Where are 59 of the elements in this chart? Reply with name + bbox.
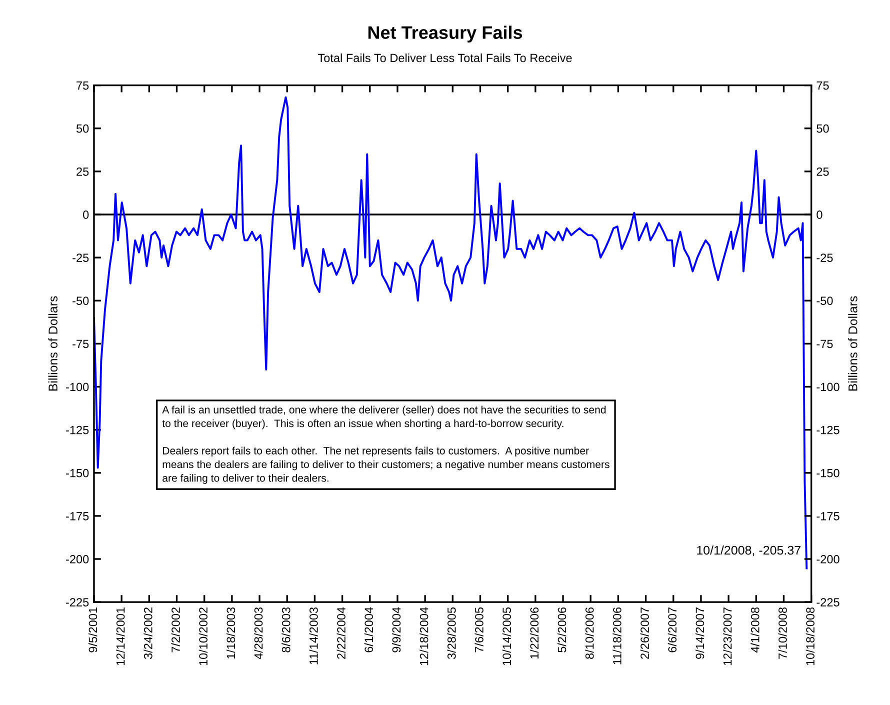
y2-tick-label: -50 <box>816 296 833 306</box>
y-tick-label: -125 <box>66 426 89 434</box>
y-tick-label: -75 <box>72 340 89 348</box>
x-tick-label: 9/5/2001 <box>88 608 98 652</box>
x-tick-label: 4/1/2008 <box>750 607 760 653</box>
chart-title: Net Treasury Fails <box>368 26 522 43</box>
x-tick-label: 4/28/2003 <box>254 607 263 660</box>
y2-tick-label: -175 <box>816 512 840 520</box>
x-tick-label: 8/10/2006 <box>585 607 594 659</box>
x-tick-label: 11/18/2006 <box>612 607 622 664</box>
y-tick-label: -175 <box>66 512 89 520</box>
y2-axis-title: Billions of Dollars <box>848 296 858 391</box>
y2-tick-label: -200 <box>816 555 840 564</box>
x-tick-label: 10/10/2002 <box>198 608 208 666</box>
y-tick-label: -100 <box>66 382 89 392</box>
y-tick-label: 75 <box>76 81 89 90</box>
x-tick-label: 12/14/2001 <box>116 608 125 666</box>
y-tick-label: -225 <box>66 598 89 606</box>
x-tick-label: 7/10/2008 <box>778 607 787 659</box>
y2-tick-label: 75 <box>816 81 829 90</box>
x-tick-label: 2/22/2004 <box>336 607 346 659</box>
y2-tick-label: -25 <box>816 254 833 262</box>
x-tick-label: 8/6/2003 <box>282 607 290 652</box>
y-axis-title: Billions of Dollars <box>48 296 58 391</box>
chart-subtitle: Total Fails To Deliver Less Total Fails To Receive <box>318 53 572 62</box>
y2-tick-label: -75 <box>816 340 833 348</box>
x-tick-label: 7/2/2002 <box>171 608 180 652</box>
y-tick-label: 25 <box>76 167 89 176</box>
x-tick-label: 6/1/2004 <box>364 607 374 652</box>
x-tick-label: 10/18/2008 <box>806 607 814 666</box>
y-tick-label: -50 <box>72 296 89 306</box>
y2-tick-label: -125 <box>816 426 840 434</box>
y-tick-label: -25 <box>72 254 89 262</box>
x-tick-label: 11/14/2003 <box>309 607 318 664</box>
y2-tick-label: 25 <box>816 167 829 176</box>
text: A fail is an unsettled trade, one where the deliverer (seller) does not have the securities to send to the receiver (buyer). This is often an issue when shorting a hard-to-borrow security. Dealers report fails to each other. The net represents fails to customers. A positive number means the dealers are failing to deliver to their customers; a negative number means customers are failing to deliver to their dealers. <box>162 406 610 484</box>
x-tick-label: 12/18/2004 <box>420 607 428 666</box>
x-tick-label: 1/22/2006 <box>530 607 539 659</box>
y2-tick-label: -100 <box>816 382 840 392</box>
y2-tick-label: 50 <box>816 124 829 133</box>
x-tick-label: 2/26/2007 <box>640 608 649 659</box>
x-tick-label: 3/24/2002 <box>144 608 152 659</box>
x-tick-label: 3/28/2005 <box>447 607 456 659</box>
x-tick-label: 9/14/2007 <box>695 608 704 659</box>
x-tick-label: 9/9/2004 <box>392 607 401 652</box>
y-tick-label: 0 <box>83 210 89 219</box>
y2-tick-label: -225 <box>816 598 840 606</box>
y-tick-label: 50 <box>76 124 89 133</box>
x-tick-label: 5/2/2006 <box>558 607 566 652</box>
y-tick-label: -200 <box>66 555 89 564</box>
x-tick-label: 1/18/2003 <box>226 607 236 659</box>
x-tick-label: 12/23/2007 <box>723 608 732 666</box>
x-tick-label: 10/14/2005 <box>502 607 512 666</box>
y2-tick-label: -150 <box>816 468 840 478</box>
x-tick-label: 7/6/2005 <box>474 607 484 652</box>
y-tick-label: -150 <box>66 468 89 478</box>
annotation: 10/1/2008, -205.37 <box>697 545 800 556</box>
x-tick-label: 6/6/2007 <box>668 608 677 652</box>
y2-tick-label: 0 <box>816 210 822 219</box>
